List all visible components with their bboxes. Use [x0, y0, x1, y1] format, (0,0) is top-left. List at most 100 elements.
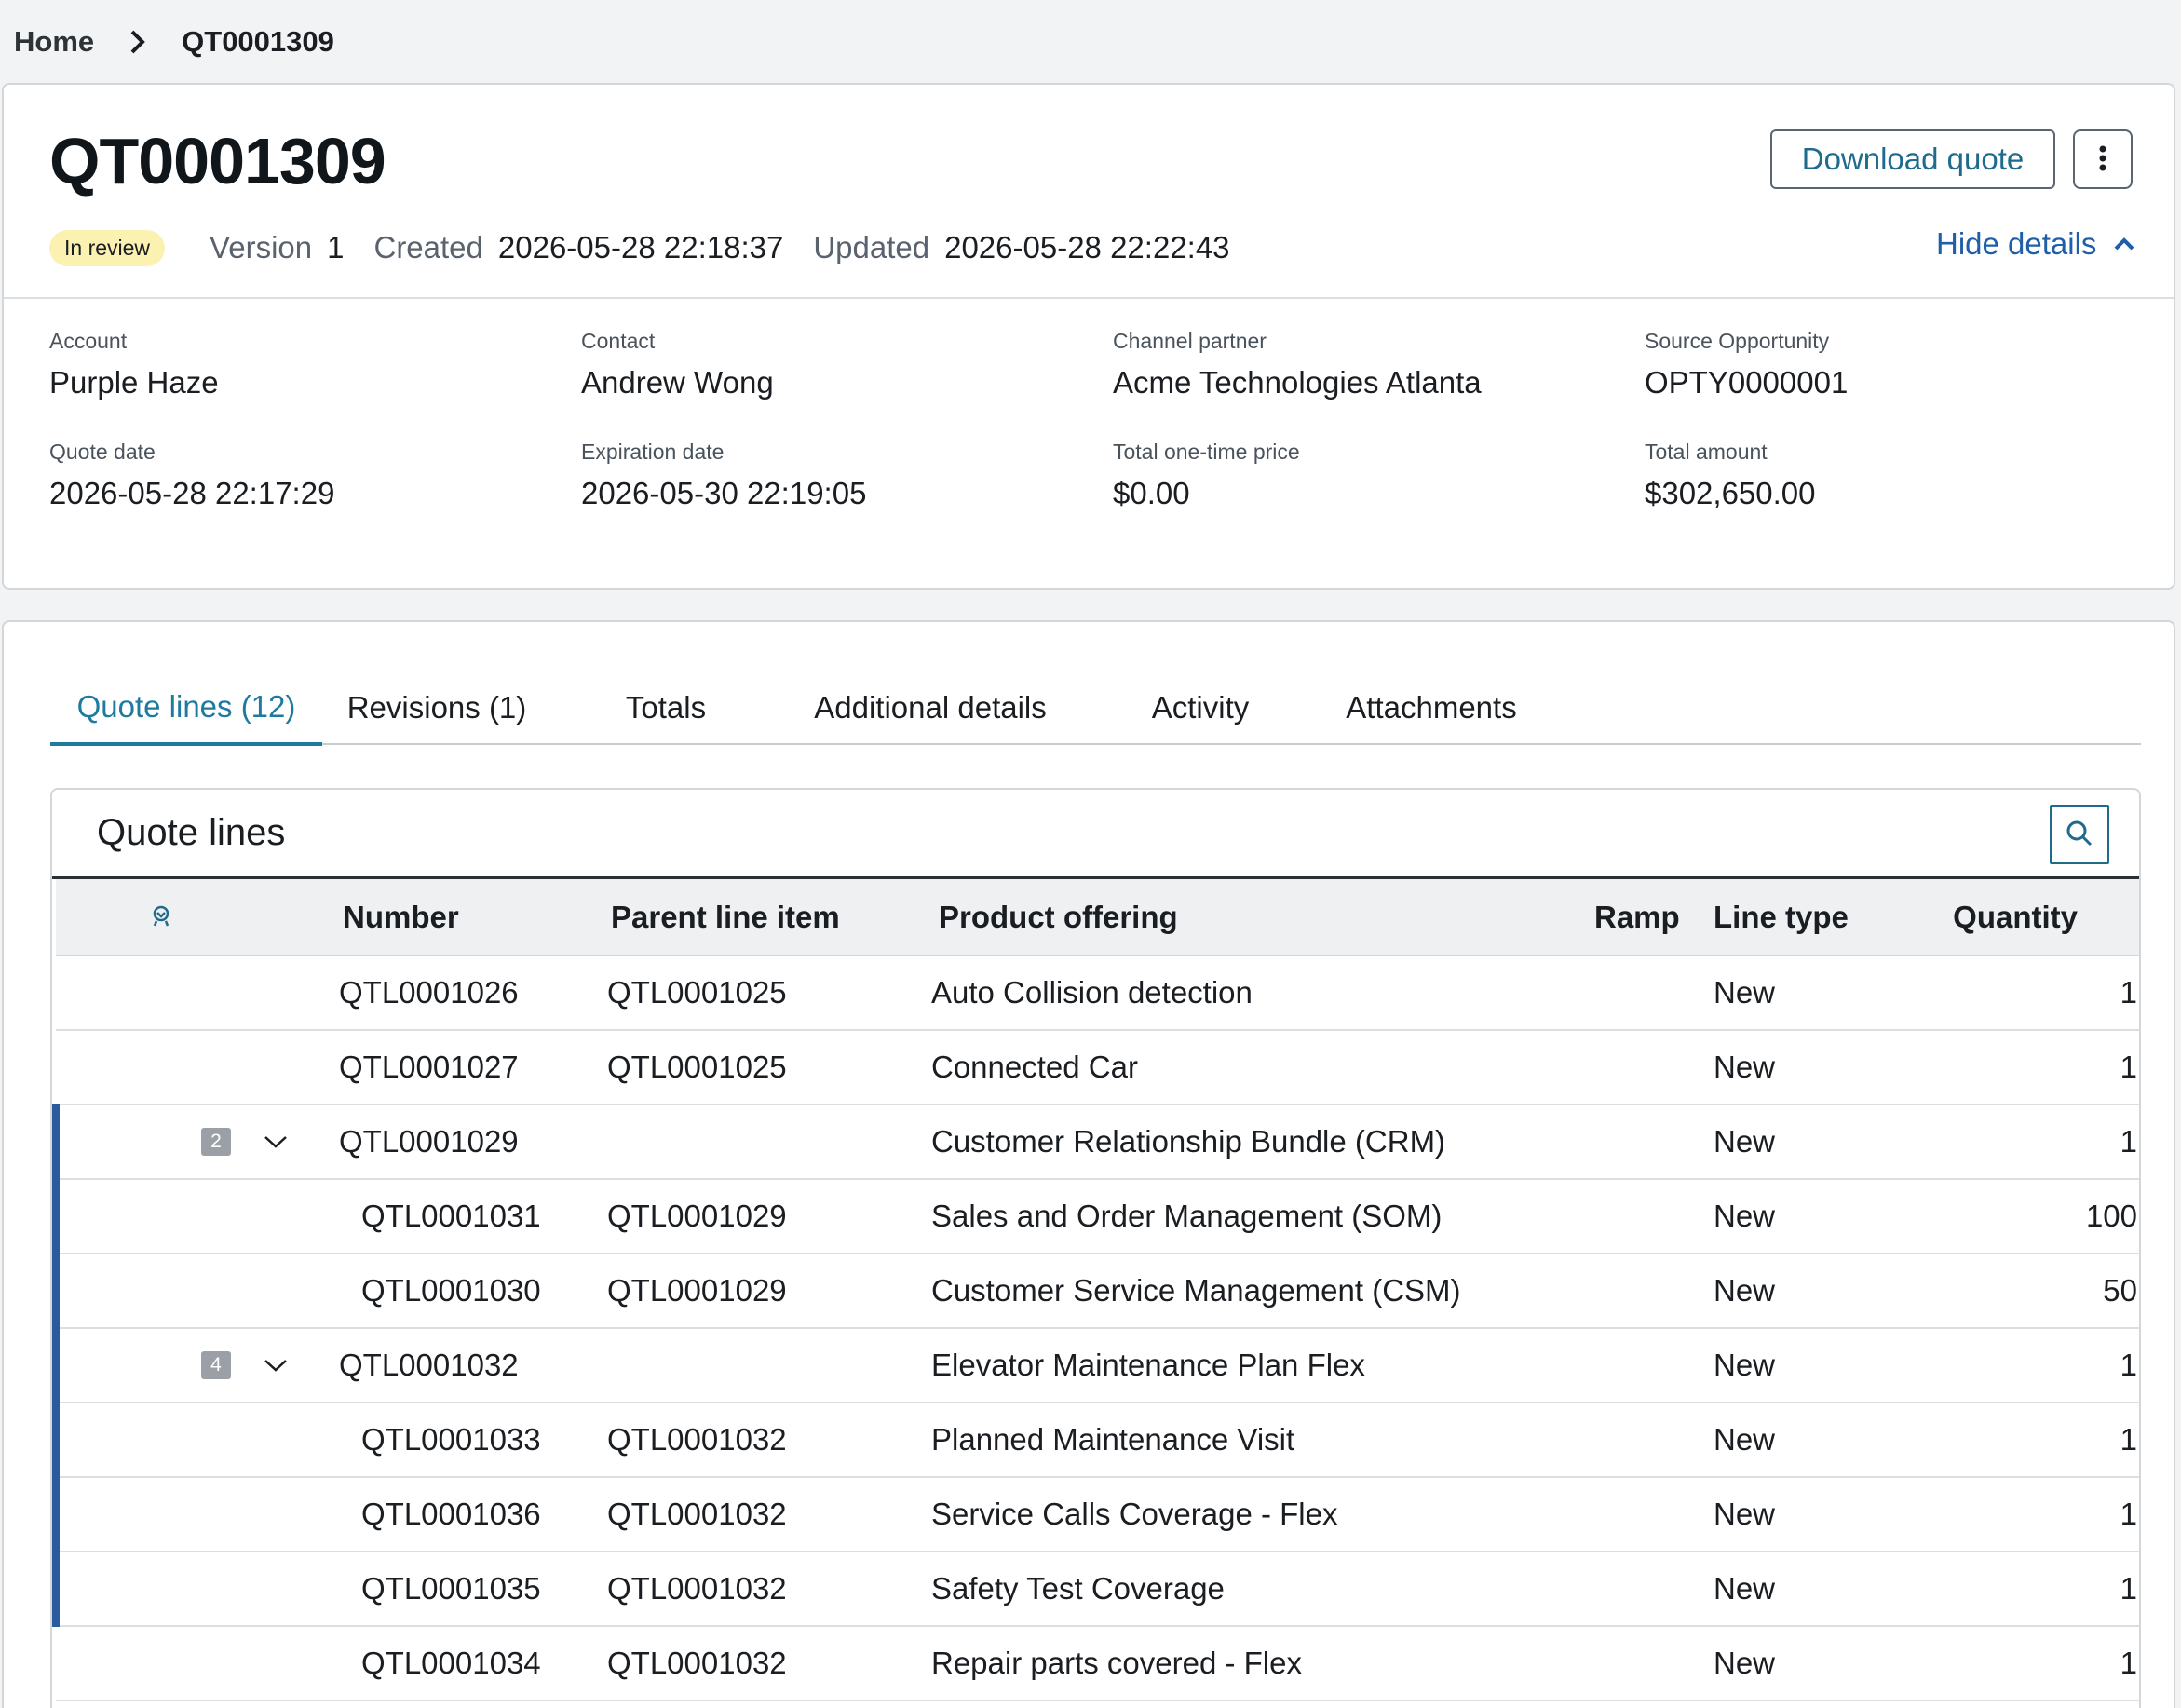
field-quote-date: Quote date 2026-05-28 22:17:29 [49, 440, 581, 511]
field-label: Expiration date [581, 440, 725, 464]
chevron-right-icon [129, 29, 146, 55]
field-value: OPTY0000001 [1645, 365, 1849, 400]
chevron-down-icon[interactable] [263, 1133, 289, 1150]
field-total-amount: Total amount $302,650.00 [1645, 440, 2176, 511]
cell-line-type: New [1714, 1030, 1930, 1105]
hide-details-toggle[interactable]: Hide details [1936, 226, 2135, 262]
cell-quantity: 1 [1930, 1403, 2139, 1478]
cell-number[interactable]: QTL0001032 [335, 1328, 603, 1403]
row-controls-cell [52, 1477, 335, 1552]
table-header-row: Number Parent line item Product offering… [56, 879, 2139, 956]
created-label: Created [373, 230, 483, 264]
tab-quote-lines[interactable]: Quote lines (12) [50, 671, 322, 746]
cell-line-type: New [1714, 1328, 1930, 1403]
field-source-opportunity: Source Opportunity OPTY0000001 [1645, 329, 2176, 400]
cell-number[interactable]: QTL0001033 [335, 1403, 603, 1478]
cell-number[interactable]: QTL0001035 [335, 1552, 603, 1627]
cell-parent: QTL0001025 [603, 956, 931, 1031]
breadcrumb-home-link[interactable]: Home [14, 25, 95, 58]
quote-lines-table: Number Parent line item Product offering… [52, 879, 2139, 1701]
row-controls-cell [52, 1179, 335, 1254]
cell-line-type: New [1714, 1254, 1930, 1329]
field-account: Account Purple Haze [49, 329, 581, 400]
hide-details-label: Hide details [1936, 226, 2097, 261]
cell-product: Connected Car [931, 1030, 1535, 1105]
cell-ramp [1535, 1403, 1714, 1478]
cell-ramp [1535, 1105, 1714, 1180]
row-controls-cell [52, 1254, 335, 1329]
column-header-parent[interactable]: Parent line item [603, 879, 931, 956]
quote-header-card: QT0001309 Download quote In review Versi… [2, 83, 2175, 590]
tab-attachments[interactable]: Attachments [1346, 690, 1517, 725]
more-actions-button[interactable] [2073, 129, 2133, 189]
download-quote-button[interactable]: Download quote [1770, 129, 2055, 189]
tab-revisions[interactable]: Revisions (1) [346, 690, 527, 725]
row-controls-cell [52, 1552, 335, 1627]
breadcrumb: Home QT0001309 [14, 20, 334, 63]
cell-ramp [1535, 1477, 1714, 1552]
column-header-ramp[interactable]: Ramp [1535, 879, 1714, 956]
column-header-quantity[interactable]: Quantity [1930, 879, 2139, 956]
table-row[interactable]: QTL0001035 QTL0001032 Safety Test Coverage… [52, 1552, 2139, 1627]
field-total-one-time-price: Total one-time price $0.00 [1113, 440, 1645, 511]
version-value: 1 [327, 230, 345, 264]
chevron-down-icon[interactable] [263, 1357, 289, 1374]
quote-lines-title: Quote lines [97, 812, 286, 853]
column-settings-icon[interactable] [149, 900, 173, 934]
cell-parent [603, 1328, 931, 1403]
tab-activity[interactable]: Activity [1151, 690, 1250, 725]
table-row[interactable]: 2 QTL0001029 Customer Relationship Bundle … [52, 1105, 2139, 1180]
field-label: Account [49, 329, 128, 353]
status-badge: In review [49, 229, 166, 266]
field-label: Contact [581, 329, 656, 353]
cell-ramp [1535, 1254, 1714, 1329]
cell-product: Auto Collision detection [931, 956, 1535, 1031]
cell-parent [603, 1105, 931, 1180]
column-settings-header[interactable] [56, 879, 335, 956]
field-value: Purple Haze [49, 365, 219, 400]
cell-product: Elevator Maintenance Plan Flex [931, 1328, 1535, 1403]
field-value: 2026-05-28 22:17:29 [49, 476, 335, 510]
cell-parent: QTL0001032 [603, 1626, 931, 1701]
tab-additional-details[interactable]: Additional details [814, 690, 1047, 725]
column-header-number[interactable]: Number [335, 879, 603, 956]
child-count-badge: 4 [201, 1351, 231, 1379]
version-label: Version [210, 230, 313, 264]
table-row[interactable]: QTL0001026 QTL0001025 Auto Collision detec… [56, 956, 2139, 1031]
cell-number[interactable]: QTL0001036 [335, 1477, 603, 1552]
cell-ramp [1535, 1328, 1714, 1403]
cell-number[interactable]: QTL0001034 [335, 1626, 603, 1701]
field-label: Total one-time price [1113, 440, 1300, 464]
updated-label: Updated [813, 230, 930, 264]
cell-product: Customer Relationship Bundle (CRM) [931, 1105, 1535, 1180]
cell-quantity: 1 [1930, 1477, 2139, 1552]
cell-ramp [1535, 1552, 1714, 1627]
cell-quantity: 1 [1930, 1552, 2139, 1627]
cell-number[interactable]: QTL0001026 [335, 956, 603, 1031]
cell-parent: QTL0001032 [603, 1403, 931, 1478]
quote-lines-panel: Quote lines Number Paren [50, 788, 2141, 1708]
cell-ramp [1535, 1179, 1714, 1254]
cell-number[interactable]: QTL0001030 [335, 1254, 603, 1329]
chevron-up-icon [2113, 237, 2135, 251]
field-value: $302,650.00 [1645, 476, 1816, 510]
table-row[interactable]: QTL0001034 QTL0001032 Repair parts covered… [56, 1626, 2139, 1701]
table-row[interactable]: QTL0001031 QTL0001029 Sales and Order Mana… [52, 1179, 2139, 1254]
table-row[interactable]: 4 QTL0001032 Elevator Maintenance Plan Fle… [52, 1328, 2139, 1403]
cell-line-type: New [1714, 1179, 1930, 1254]
column-header-line-type[interactable]: Line type [1714, 879, 1930, 956]
table-row[interactable]: QTL0001033 QTL0001032 Planned Maintenance … [52, 1403, 2139, 1478]
search-button[interactable] [2050, 805, 2109, 864]
cell-number[interactable]: QTL0001031 [335, 1179, 603, 1254]
table-row[interactable]: QTL0001030 QTL0001029 Customer Service Man… [52, 1254, 2139, 1329]
table-row[interactable]: QTL0001027 QTL0001025 Connected Car New 1 [56, 1030, 2139, 1105]
cell-number[interactable]: QTL0001027 [335, 1030, 603, 1105]
column-header-product[interactable]: Product offering [931, 879, 1535, 956]
cell-product: Sales and Order Management (SOM) [931, 1179, 1535, 1254]
cell-number[interactable]: QTL0001029 [335, 1105, 603, 1180]
tab-totals[interactable]: Totals [625, 690, 707, 725]
breadcrumb-current: QT0001309 [182, 25, 334, 58]
page-title: QT0001309 [49, 125, 386, 197]
cell-parent: QTL0001029 [603, 1254, 931, 1329]
table-row[interactable]: QTL0001036 QTL0001032 Service Calls Covera… [52, 1477, 2139, 1552]
